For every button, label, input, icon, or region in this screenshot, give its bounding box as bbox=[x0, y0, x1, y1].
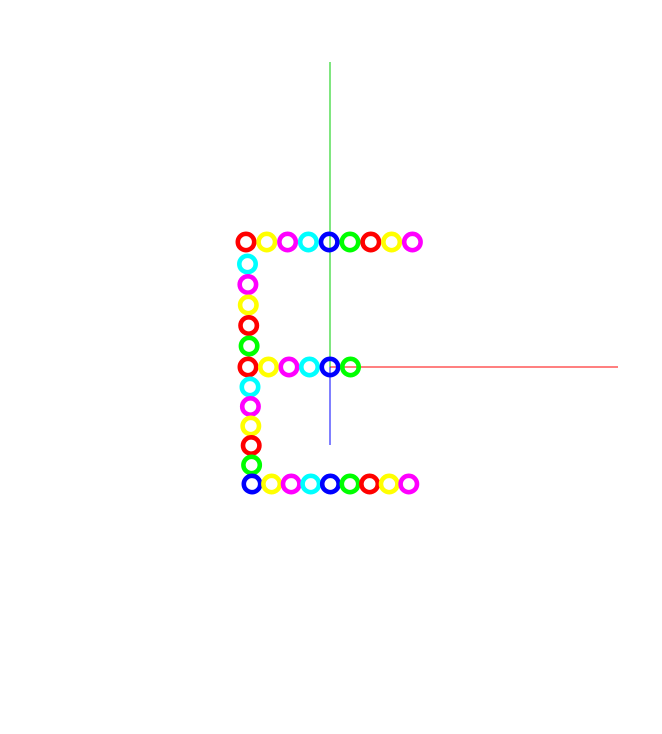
ring-left-lower-4-red bbox=[240, 434, 262, 456]
ring-top-bar-2-yellow bbox=[256, 231, 278, 253]
ring-left-upper-2-magenta bbox=[237, 273, 259, 295]
ring-left-upper-3-yellow bbox=[237, 294, 259, 316]
ring-middle-bar-4-cyan bbox=[298, 356, 320, 378]
ring-bottom-bar-2-yellow bbox=[261, 473, 283, 495]
ring-bottom-bar-9-magenta bbox=[398, 473, 420, 495]
ring-left-lower-3-yellow bbox=[240, 415, 262, 437]
axes-group bbox=[329, 62, 618, 445]
ring-bottom-bar-3-magenta bbox=[280, 473, 302, 495]
ring-bottom-bar-1-blue bbox=[241, 473, 263, 495]
ring-middle-bar-2-yellow bbox=[257, 356, 279, 378]
ring-top-bar-6-green bbox=[339, 231, 361, 253]
ring-left-lower-1-cyan bbox=[239, 376, 261, 398]
ring-top-bar-9-magenta bbox=[401, 231, 423, 253]
ring-left-upper-5-green bbox=[238, 335, 260, 357]
letter-e-ring-group bbox=[235, 231, 423, 495]
ring-left-upper-4-red bbox=[238, 314, 260, 336]
ring-bottom-bar-8-yellow bbox=[378, 473, 400, 495]
ring-left-lower-2-magenta bbox=[239, 395, 261, 417]
ring-middle-bar-1-red bbox=[237, 356, 259, 378]
ring-middle-bar-5-blue bbox=[319, 356, 341, 378]
ring-middle-bar-3-magenta bbox=[278, 356, 300, 378]
ring-top-bar-8-yellow bbox=[381, 231, 403, 253]
ring-top-bar-3-magenta bbox=[277, 231, 299, 253]
ring-top-bar-1-red bbox=[235, 231, 257, 253]
ring-top-bar-7-red bbox=[360, 231, 382, 253]
ring-left-lower-5-green bbox=[241, 454, 263, 476]
ring-bottom-bar-6-green bbox=[339, 473, 361, 495]
ring-bottom-bar-7-red bbox=[359, 473, 381, 495]
ring-top-bar-5-blue bbox=[318, 231, 340, 253]
ring-top-bar-4-cyan bbox=[297, 231, 319, 253]
ring-middle-bar-6-green bbox=[339, 356, 361, 378]
ring-bottom-bar-4-cyan bbox=[300, 473, 322, 495]
ring-left-upper-1-cyan bbox=[237, 253, 259, 275]
ring-bottom-bar-5-blue bbox=[319, 473, 341, 495]
